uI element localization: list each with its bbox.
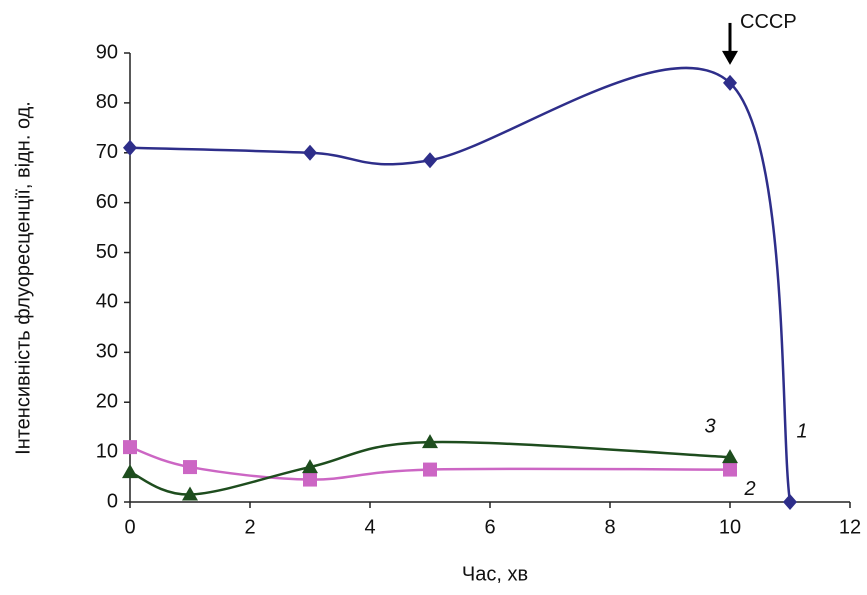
marker [303, 144, 317, 161]
marker [123, 139, 137, 156]
marker [123, 440, 137, 455]
y-axis-label: Інтенсивність флуоресценції, відн. од. [12, 101, 34, 455]
marker [303, 472, 317, 487]
y-tick-label: 70 [96, 141, 118, 163]
marker [783, 494, 797, 510]
marker [723, 74, 737, 91]
y-tick-label: 30 [96, 341, 118, 363]
series-line [129, 66, 792, 503]
marker [423, 462, 437, 477]
marker [302, 459, 318, 474]
x-axis-label: Час, хв [462, 563, 528, 585]
x-tick-label: 10 [719, 516, 741, 538]
y-tick-label: 40 [96, 291, 118, 313]
x-tick-label: 2 [244, 516, 255, 538]
marker [423, 152, 437, 169]
series-label: 1 [796, 420, 807, 442]
marker [722, 449, 738, 464]
marker [182, 486, 198, 501]
marker [183, 460, 197, 475]
marker [122, 464, 138, 479]
y-tick-label: 90 [96, 41, 118, 63]
y-tick-label: 80 [96, 91, 118, 113]
x-tick-label: 12 [839, 516, 861, 538]
y-tick-label: 60 [96, 191, 118, 213]
annotation-arrowhead [722, 50, 738, 65]
y-tick-label: 0 [107, 490, 118, 512]
annotation: CCCP [740, 11, 797, 33]
y-tick-label: 20 [96, 391, 118, 413]
x-tick-label: 6 [484, 516, 495, 538]
y-tick-label: 10 [96, 440, 118, 462]
y-tick-label: 50 [96, 241, 118, 263]
x-tick-label: 8 [604, 516, 615, 538]
x-tick-label: 0 [124, 516, 135, 538]
marker [723, 462, 737, 477]
x-tick-label: 4 [364, 516, 375, 538]
marker [422, 434, 438, 449]
series-label: 3 [704, 415, 715, 437]
series-label: 2 [743, 478, 755, 500]
